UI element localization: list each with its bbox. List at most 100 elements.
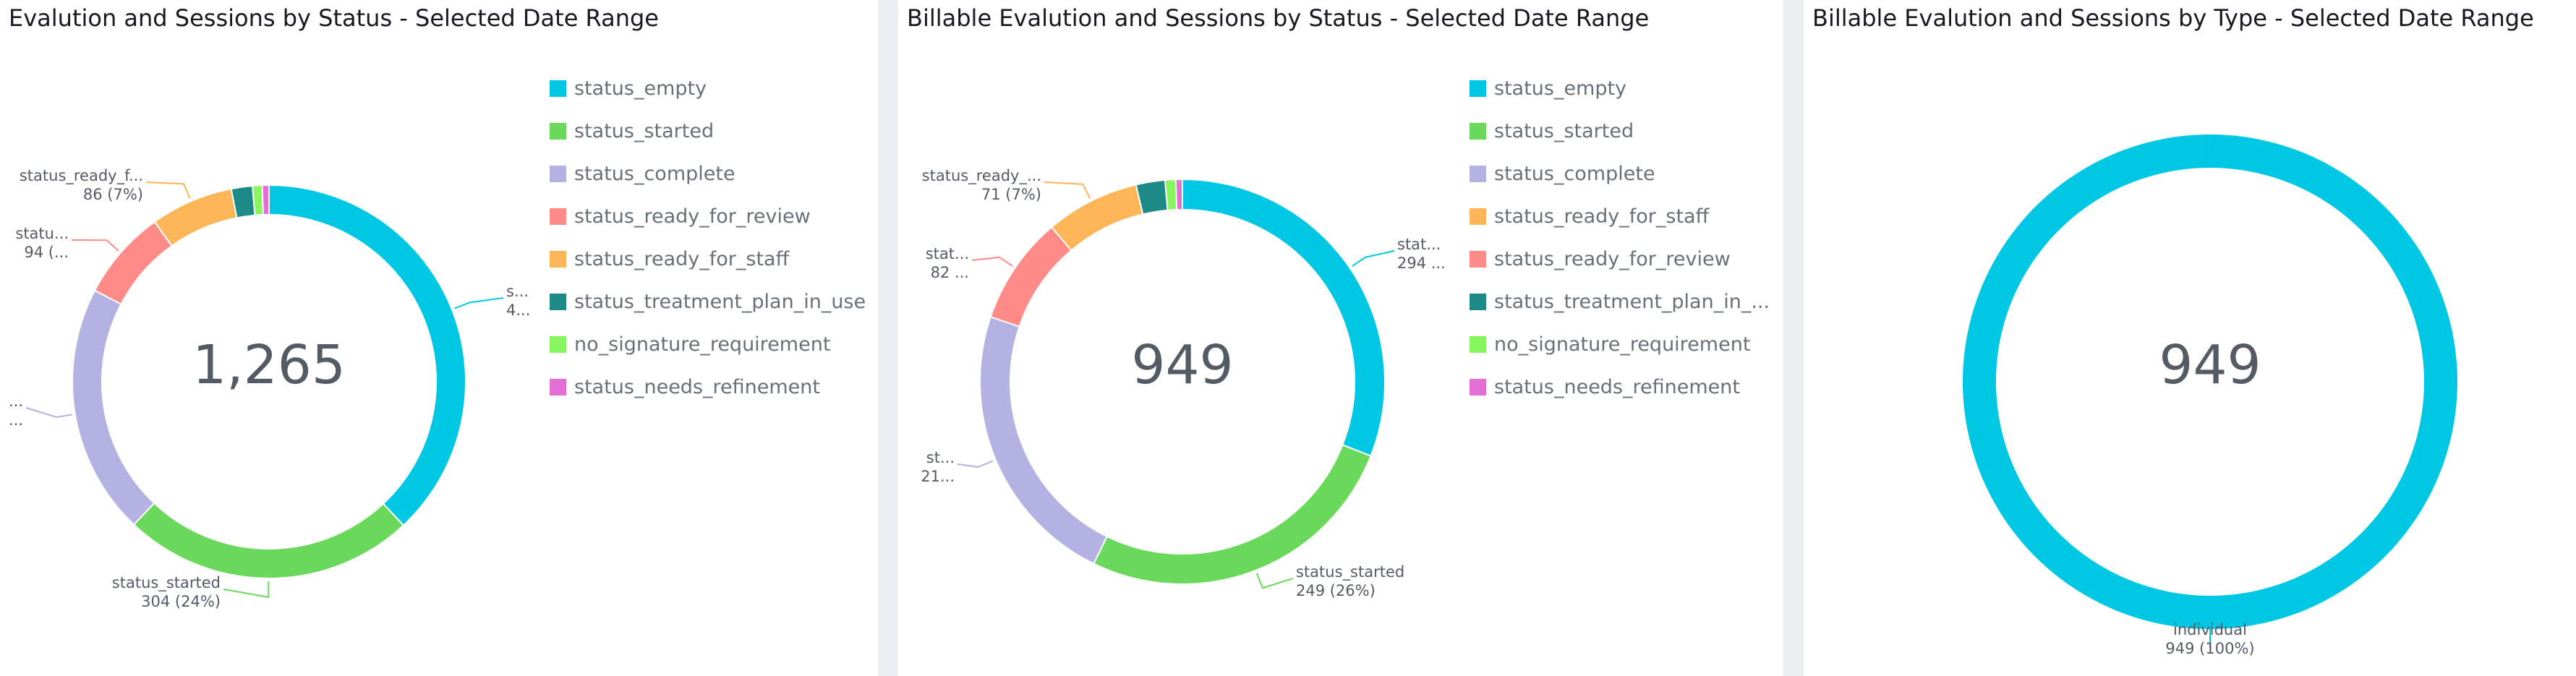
legend-label: status_treatment_plan_in_...: [1494, 291, 1770, 313]
legend-item-status-needs-refinement[interactable]: status_needs_refinement: [1470, 366, 1770, 408]
slice-label-value: ...: [9, 411, 23, 429]
legend-label: status_started: [574, 120, 715, 142]
slice-label-name: stat...: [1397, 236, 1441, 253]
slice-label-name: statu...: [15, 225, 69, 242]
legend-label: status_started: [1494, 120, 1634, 142]
center-total: 1,265: [192, 334, 346, 396]
slice-label-name: status_ready_f...: [20, 167, 143, 185]
label-leader-line: [454, 297, 504, 309]
legend-label: status_treatment_plan_in_use: [574, 291, 866, 313]
donut-chart[interactable]: individual 949 (100%) 949: [1804, 0, 2576, 676]
label-leader-line: [957, 460, 994, 468]
slice-label-name: stat...: [926, 245, 969, 262]
legend-label: status_empty: [1494, 77, 1627, 100]
legend-swatch: [550, 208, 566, 225]
donut-slice-status-started[interactable]: [132, 502, 405, 579]
legend-item-status-ready-for-staff[interactable]: status_ready_for_review: [1470, 238, 1770, 281]
legend-item-status-ready-for-review[interactable]: status_ready_for_review: [550, 195, 866, 238]
legend-item-status-complete[interactable]: status_complete: [550, 153, 866, 195]
slice-label-value: 86 (7%): [83, 186, 143, 203]
legend-item-status-ready-for-review[interactable]: status_ready_for_staff: [1470, 195, 1770, 238]
donut-slice-status-complete[interactable]: [72, 289, 155, 526]
legend-item-status-needs-refinement[interactable]: status_needs_refinement: [550, 366, 866, 408]
legend-item-status-treatment-plan-in-use[interactable]: status_treatment_plan_in_...: [1470, 281, 1770, 323]
legend-swatch: [550, 123, 566, 140]
slice-label-name: st...: [926, 449, 955, 466]
chart-title: Evalution and Sessions by Status - Selec…: [9, 4, 659, 32]
label-leader-line: [971, 256, 1013, 268]
legend-swatch: [1470, 80, 1486, 97]
legend-item-status-started[interactable]: status_started: [1470, 110, 1770, 153]
slice-label-value: 949 (100%): [2165, 640, 2254, 657]
legend-swatch: [550, 379, 566, 395]
legend-swatch: [1470, 336, 1486, 353]
legend-item-no-signature-requirement[interactable]: no_signature_requirement: [1470, 323, 1770, 366]
legend-swatch: [550, 294, 566, 310]
label-leader-line: [145, 181, 191, 199]
legend-swatch: [1470, 251, 1486, 268]
legend-swatch: [1470, 379, 1486, 395]
donut-slice-no-signature-requirement[interactable]: [251, 184, 265, 216]
chart-title: Billable Evalution and Sessions by Statu…: [907, 4, 1650, 32]
legend-swatch: [550, 80, 566, 97]
donut-slice-status-ready-for-staff[interactable]: [1050, 184, 1144, 252]
legend-item-status-treatment-plan-in-use[interactable]: status_treatment_plan_in_use: [550, 281, 866, 323]
chart-panel-billable-status: stat... 294 ... status_started 249 (26%) st.…: [898, 0, 1783, 676]
slice-label-value: 294 ...: [1397, 254, 1446, 272]
chart-legend: status_empty status_started status_complet…: [1470, 67, 1770, 408]
legend-label: status_needs_refinement: [1494, 376, 1740, 398]
legend-item-status-complete[interactable]: status_complete: [1470, 153, 1770, 195]
donut-slice-status-needs-refinement[interactable]: [1174, 178, 1183, 211]
donut-slice-status-ready-for-review[interactable]: [989, 226, 1072, 328]
label-leader-line: [1044, 181, 1091, 199]
legend-label: status_complete: [574, 163, 735, 185]
legend-item-status-empty[interactable]: status_empty: [550, 67, 866, 110]
label-leader-line: [1352, 250, 1395, 268]
legend-label: status_ready_for_staff: [1494, 205, 1710, 228]
slice-label-name: individual: [2173, 621, 2247, 638]
chart-panel-status: s... 4... status_started 304 (24%)...... sta…: [0, 0, 878, 676]
legend-swatch: [550, 336, 566, 353]
slice-label-value: 82 ...: [931, 264, 969, 281]
slice-label-name: status_started: [112, 574, 221, 592]
center-total: 949: [1131, 334, 1233, 396]
legend-swatch: [550, 166, 566, 182]
donut-slice-status-ready-for-review[interactable]: [93, 221, 174, 306]
legend-swatch: [1470, 166, 1486, 182]
legend-swatch: [1470, 208, 1486, 225]
center-total: 949: [2159, 334, 2261, 396]
legend-item-status-ready-for-staff[interactable]: status_ready_for_staff: [550, 238, 866, 281]
slice-label-value: 4...: [506, 301, 530, 319]
legend-label: no_signature_requirement: [1494, 333, 1751, 356]
label-leader-line: [71, 239, 119, 252]
slice-label-value: 71 (7%): [981, 186, 1041, 203]
slice-label-value: 249 (26%): [1296, 582, 1376, 599]
donut-slice-status-empty[interactable]: [1182, 178, 1386, 458]
legend-label: status_empty: [574, 77, 707, 100]
donut-slice-status-complete[interactable]: [979, 316, 1109, 565]
donut-slice-status-needs-refinement[interactable]: [261, 184, 270, 216]
legend-item-status-started[interactable]: status_started: [550, 110, 866, 153]
slice-label-name: s...: [506, 283, 529, 300]
legend-label: status_ready_for_staff: [574, 248, 790, 270]
legend-label: status_ready_for_review: [1494, 248, 1731, 270]
chart-title: Billable Evalution and Sessions by Type …: [1812, 4, 2534, 32]
legend-swatch: [550, 251, 566, 268]
legend-swatch: [1470, 294, 1486, 310]
label-leader-line: [223, 581, 270, 599]
label-leader-line: [1255, 573, 1294, 589]
donut-slice-no-signature-requirement[interactable]: [1164, 179, 1178, 211]
label-leader-line: [25, 407, 72, 419]
legend-label: status_needs_refinement: [574, 376, 820, 398]
donut-slice-status-ready-for-staff[interactable]: [153, 187, 238, 247]
slice-label-name: ...: [9, 393, 23, 410]
legend-swatch: [1470, 123, 1486, 140]
legend-label: no_signature_requirement: [574, 333, 831, 356]
slice-label-name: status_started: [1296, 563, 1404, 581]
legend-item-no-signature-requirement[interactable]: no_signature_requirement: [550, 323, 866, 366]
legend-item-status-empty[interactable]: status_empty: [1470, 67, 1770, 110]
slice-label-value: 94 (...: [24, 244, 69, 261]
legend-label: status_complete: [1494, 163, 1655, 185]
